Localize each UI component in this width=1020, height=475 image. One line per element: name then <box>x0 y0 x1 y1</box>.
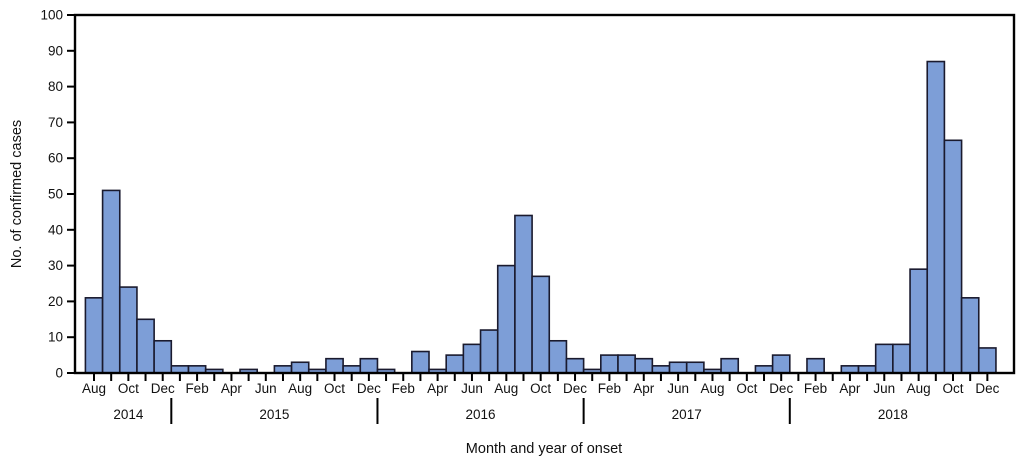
x-tick-label-Dec-2015: Dec <box>357 381 381 396</box>
bar-Nov-2014 <box>136 318 155 374</box>
bar-Sep-2014 <box>101 189 121 374</box>
x-tick-label-Oct-2017: Oct <box>736 381 757 396</box>
bar-Dec-2014 <box>153 339 173 374</box>
x-tick-label-Oct-2018: Oct <box>942 381 963 396</box>
bar-Jun-2017 <box>668 361 688 374</box>
x-tick-label-Aug-2017: Aug <box>700 381 724 396</box>
x-tick-label-Aug-2014: Aug <box>82 381 106 396</box>
x-tick-label-Apr-2015: Apr <box>221 381 243 396</box>
bar-Sep-2016 <box>514 214 533 374</box>
bar-Dec-2018 <box>977 347 997 374</box>
y-tick-label-80: 80 <box>48 79 63 94</box>
x-tick-label-Apr-2016: Apr <box>427 381 449 396</box>
y-tick-label-70: 70 <box>48 115 63 130</box>
x-tick-label-Aug-2018: Aug <box>907 381 931 396</box>
y-tick-label-30: 30 <box>48 258 63 273</box>
bar-Jul-2016 <box>479 329 499 374</box>
y-tick-label-0: 0 <box>55 366 63 381</box>
x-tick-label-Jun-2016: Jun <box>461 381 483 396</box>
x-tick-label-Apr-2017: Apr <box>633 381 655 396</box>
x-tick-label-Dec-2016: Dec <box>563 381 587 396</box>
year-label-2014: 2014 <box>113 407 144 422</box>
year-label-2015: 2015 <box>259 407 289 422</box>
x-tick-label-Oct-2016: Oct <box>530 381 551 396</box>
bar-Sep-2018 <box>926 60 946 374</box>
y-tick-label-20: 20 <box>48 294 63 309</box>
bar-Feb-2017 <box>600 354 619 374</box>
bar-Aug-2016 <box>496 264 516 374</box>
axes-layer <box>67 13 1016 424</box>
x-tick-label-Feb-2017: Feb <box>598 381 621 396</box>
x-tick-label-Feb-2018: Feb <box>804 381 827 396</box>
bar-May-2016 <box>445 354 465 374</box>
bar-Mar-2016 <box>411 350 430 374</box>
year-label-2016: 2016 <box>466 407 496 422</box>
x-tick-label-Jun-2017: Jun <box>667 381 689 396</box>
bar-Oct-2016 <box>531 275 551 374</box>
x-tick-label-Aug-2016: Aug <box>494 381 518 396</box>
bar-Feb-2018 <box>806 357 825 374</box>
bar-Oct-2014 <box>118 286 138 374</box>
bar-Jul-2018 <box>892 343 911 374</box>
x-tick-label-Dec-2014: Dec <box>151 381 175 396</box>
x-tick-label-Dec-2017: Dec <box>769 381 793 396</box>
bars-layer <box>84 60 997 374</box>
bar-Nov-2016 <box>548 339 568 374</box>
bar-Sep-2017 <box>720 357 740 374</box>
x-tick-label-Feb-2016: Feb <box>392 381 415 396</box>
labels-layer: 0 10 20 30 40 50 60 70 80 90 100 Aug Oct Dec Feb Apr Jun… <box>40 8 999 423</box>
x-tick-label-Apr-2018: Apr <box>839 381 861 396</box>
bar-Mar-2017 <box>617 354 636 374</box>
y-tick-label-60: 60 <box>48 151 63 166</box>
bar-Jul-2017 <box>685 361 705 374</box>
bar-Oct-2015 <box>325 357 344 374</box>
bar-Apr-2017 <box>634 357 654 374</box>
x-tick-label-Oct-2015: Oct <box>324 381 345 396</box>
x-tick-label-Oct-2014: Oct <box>118 381 139 396</box>
x-tick-label-Dec-2018: Dec <box>975 381 999 396</box>
x-tick-label-Aug-2015: Aug <box>288 381 312 396</box>
x-axis-title: Month and year of onset <box>466 441 622 457</box>
bar-Jun-2018 <box>874 343 894 374</box>
y-tick-label-100: 100 <box>40 8 63 23</box>
x-tick-label-Feb-2015: Feb <box>185 381 208 396</box>
year-label-2018: 2018 <box>878 407 908 422</box>
y-tick-label-40: 40 <box>48 222 63 237</box>
bar-Dec-2017 <box>771 354 791 374</box>
x-tick-label-Jun-2015: Jun <box>255 381 277 396</box>
bar-Aug-2014 <box>84 297 104 374</box>
bar-Aug-2015 <box>290 361 310 374</box>
bar-Jun-2016 <box>462 343 482 374</box>
bar-Aug-2018 <box>909 268 929 374</box>
x-tick-label-Jun-2018: Jun <box>873 381 895 396</box>
y-axis-title: No. of confirmed cases <box>9 120 25 268</box>
bar-Oct-2018 <box>943 139 963 374</box>
y-tick-label-10: 10 <box>48 330 63 345</box>
y-tick-label-90: 90 <box>48 43 63 58</box>
year-label-2017: 2017 <box>672 407 702 422</box>
bar-Dec-2016 <box>565 357 585 374</box>
bar-Dec-2015 <box>359 357 379 374</box>
bar-Nov-2018 <box>960 297 980 374</box>
y-tick-label-50: 50 <box>48 187 63 202</box>
